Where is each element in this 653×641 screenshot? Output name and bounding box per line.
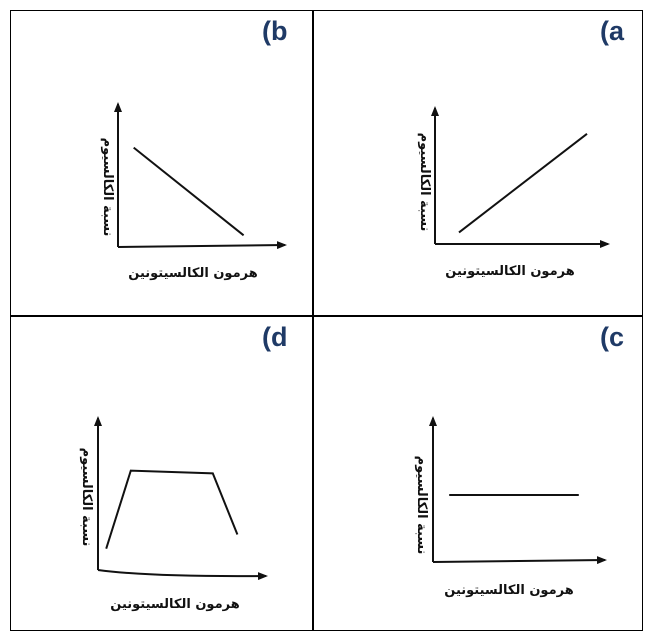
plot-d-x-label: هرمون الكالسيتونين	[110, 597, 239, 612]
plot-c-y-label: نسبة الكالسيوم	[414, 456, 429, 555]
plot-b-line	[133, 146, 245, 237]
plot-b: هرمون الكالسيتونين نسبة الكالسيوم	[100, 102, 287, 281]
plot-d-line	[105, 469, 239, 550]
panel-c-letter: (c	[600, 322, 625, 352]
plot-c-x-label: هرمون الكالسيتونين	[444, 583, 573, 598]
plot-a-x-label: هرمون الكالسيتونين	[445, 264, 574, 279]
plot-a-line	[458, 133, 588, 234]
panel-a	[312, 10, 643, 317]
plot-a-y-label: نسبة الكالسيوم	[417, 133, 432, 232]
plot-a: هرمون الكالسيتونين نسبة الكالسيوم	[417, 106, 610, 279]
panel-a-letter: (a	[600, 16, 625, 46]
plot-b-x-label: هرمون الكالسيتونين	[128, 266, 257, 281]
panel-b-letter: (b	[262, 16, 288, 46]
plot-c: هرمون الكالسيتونين نسبة الكالسيوم	[414, 416, 607, 598]
plot-b-y-label: نسبة الكالسيوم	[100, 138, 115, 237]
panel-b	[10, 10, 314, 317]
panel-d-letter: (d	[262, 322, 288, 352]
plot-b-x-axis	[117, 241, 287, 250]
plot-d: هرمون الكالسيتونين نسبة الكالسيوم	[79, 416, 268, 612]
panel-d	[10, 315, 314, 631]
plot-c-x-axis	[432, 556, 607, 565]
plot-d-x-axis	[97, 569, 268, 581]
panel-c	[312, 315, 643, 631]
plot-d-y-label: نسبة الكالسيوم	[79, 448, 94, 547]
